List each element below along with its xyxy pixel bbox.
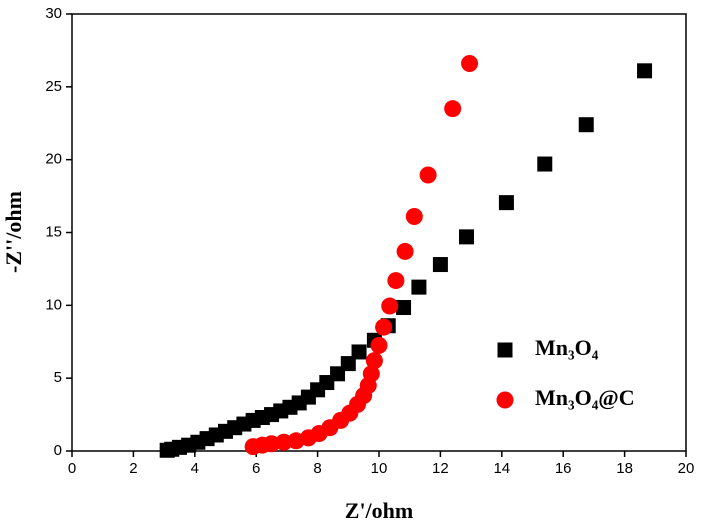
x-tick-label: 20 [678, 460, 695, 477]
data-point [365, 352, 383, 370]
data-point [351, 344, 367, 360]
data-point [244, 438, 262, 456]
data-point [458, 229, 474, 245]
x-tick-label: 10 [371, 460, 388, 477]
data-point [375, 318, 393, 336]
x-tick-label: 18 [616, 460, 633, 477]
legend-marker [496, 391, 514, 409]
data-point [578, 117, 594, 133]
y-tick-label: 30 [45, 5, 62, 22]
legend-marker [497, 342, 513, 358]
x-tick-label: 4 [191, 460, 199, 477]
data-point [387, 272, 405, 290]
x-tick-label: 14 [493, 460, 510, 477]
data-point [498, 195, 514, 211]
x-tick-label: 0 [68, 460, 76, 477]
data-point [396, 300, 412, 316]
x-tick-label: 2 [129, 460, 137, 477]
y-tick-label: 0 [54, 442, 62, 459]
y-tick-label: 25 [45, 78, 62, 95]
x-tick-label: 16 [555, 460, 572, 477]
y-axis-label: -Z''/ohm [1, 191, 26, 273]
legend-label: Mn₃O₄@C [535, 385, 635, 410]
data-point [275, 433, 293, 451]
data-point [461, 55, 479, 73]
legend-label: Mn₃O₄ [535, 335, 599, 360]
x-tick-label: 8 [313, 460, 321, 477]
data-point [381, 297, 399, 315]
x-axis-label: Z'/ohm [345, 498, 413, 523]
data-point [419, 166, 437, 184]
data-point [537, 156, 553, 172]
data-point [637, 63, 653, 79]
data-point [444, 100, 462, 118]
data-point [396, 242, 414, 260]
data-point [287, 432, 305, 450]
x-tick-label: 6 [252, 460, 260, 477]
y-tick-label: 5 [54, 369, 62, 386]
data-point [370, 336, 388, 354]
y-tick-label: 20 [45, 151, 62, 168]
y-tick-label: 15 [45, 223, 62, 240]
data-point [405, 207, 423, 225]
data-point [411, 279, 427, 295]
y-tick-label: 10 [45, 296, 62, 313]
data-point [432, 257, 448, 273]
data-point [159, 442, 175, 458]
x-tick-label: 12 [432, 460, 449, 477]
